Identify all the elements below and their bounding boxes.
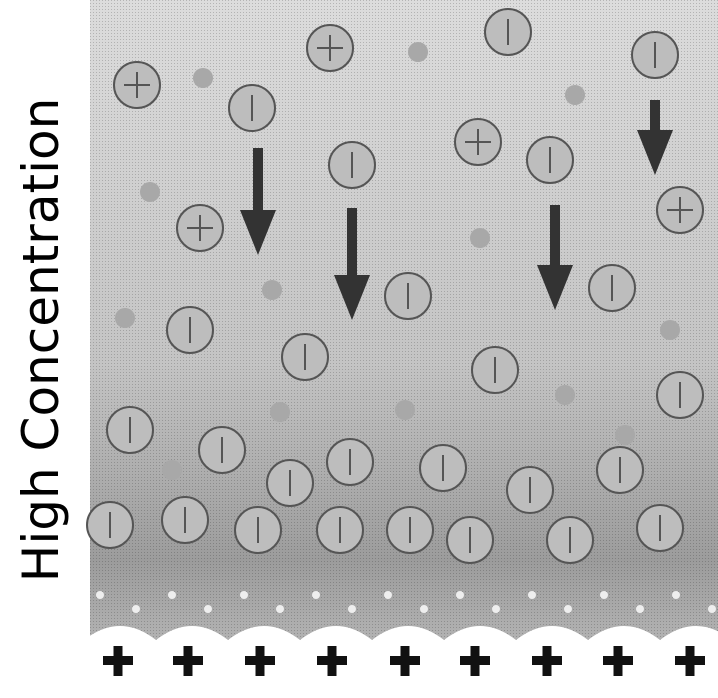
double-layer-dot [456,591,464,599]
small-particle [115,308,135,328]
small-particle [193,68,213,88]
double-layer-dot [240,591,248,599]
double-layer-dot [168,591,176,599]
plus-sign [686,646,695,676]
arrow-shaft [347,208,357,280]
small-particle [395,400,415,420]
double-layer-dot [348,605,356,613]
small-particle [615,425,635,445]
double-layer-dot [384,591,392,599]
plus-sign [401,646,410,676]
double-layer-dot [708,605,716,613]
plus-sign [328,646,337,676]
arrow-shaft [253,148,263,215]
double-layer-dot [312,591,320,599]
diagram: High Concentration [0,0,718,698]
small-particle [470,228,490,248]
small-particle [262,280,282,300]
plus-sign [184,646,193,676]
arrow-shaft [550,205,560,270]
double-layer-dot [96,591,104,599]
side-label: High Concentration [12,98,70,583]
small-particle [565,85,585,105]
small-particle [140,182,160,202]
double-layer-dot [636,605,644,613]
double-layer-dot [132,605,140,613]
double-layer-dot [528,591,536,599]
plus-sign [543,646,552,676]
plus-sign [256,646,265,676]
double-layer-dot [204,605,212,613]
double-layer-dot [420,605,428,613]
small-particle [555,385,575,405]
double-layer-dot [600,591,608,599]
double-layer-dot [276,605,284,613]
plus-sign [614,646,623,676]
small-particle [660,320,680,340]
double-layer-dot [672,591,680,599]
small-particle [270,402,290,422]
small-particle [162,460,182,480]
double-layer-dot [492,605,500,613]
arrow-shaft [650,100,660,135]
double-layer-dot [564,605,572,613]
small-particle [408,42,428,62]
plus-sign [471,646,480,676]
plus-sign [114,646,123,676]
